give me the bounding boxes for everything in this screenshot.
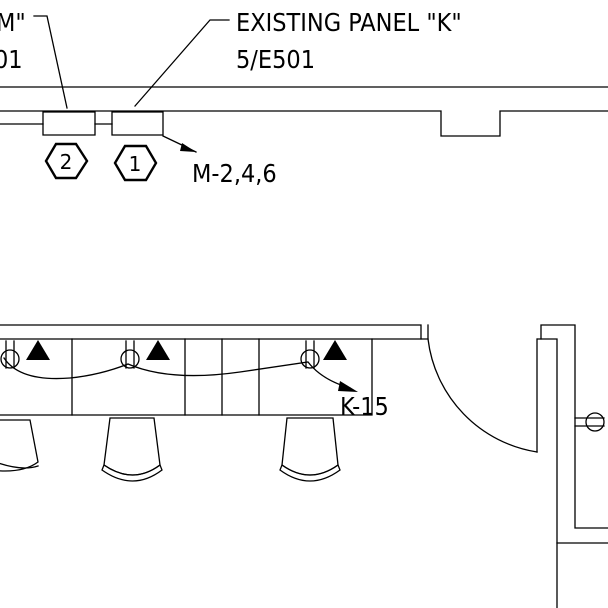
door: [428, 339, 558, 608]
keynote-label-1: 1: [129, 152, 142, 176]
chair-3: [280, 418, 340, 481]
outlet-symbol-2: [121, 341, 139, 368]
chair-1: [0, 420, 38, 471]
panel-m[interactable]: [43, 112, 95, 135]
outlet-symbol-3: [301, 341, 319, 368]
phone-data-symbol-3: [323, 340, 347, 360]
phone-data-symbol-2: [146, 340, 170, 360]
outlet-symbol-4: [575, 413, 604, 431]
panel-k[interactable]: [112, 112, 163, 135]
circuit-wiring: [4, 358, 350, 388]
homerun-m-label: M-2,4,6: [192, 159, 277, 188]
outlet-symbol-1: [1, 341, 19, 368]
panel-k-ref-label: 5/E501: [236, 45, 315, 74]
arrowhead-k: [338, 381, 358, 392]
panel-k-name-label: EXISTING PANEL "K": [236, 8, 462, 37]
homerun-k-label: K-15: [340, 392, 389, 421]
phone-data-symbol-1: [26, 340, 50, 360]
right-room-walls: [540, 324, 608, 543]
leader-panel-m: [33, 15, 68, 109]
panel-m-ref-label: 01: [0, 45, 23, 74]
keynote-hexagon-2: [46, 144, 87, 178]
arrowhead-m: [180, 143, 196, 152]
leader-panel-k: [134, 19, 230, 107]
counter-wall: [0, 324, 429, 416]
keynote-label-2: 2: [60, 150, 73, 174]
keynote-hexagon-1: [115, 146, 156, 180]
chair-2: [102, 418, 162, 481]
panel-m-name-label: M": [0, 8, 26, 37]
top-wall: [0, 87, 608, 137]
